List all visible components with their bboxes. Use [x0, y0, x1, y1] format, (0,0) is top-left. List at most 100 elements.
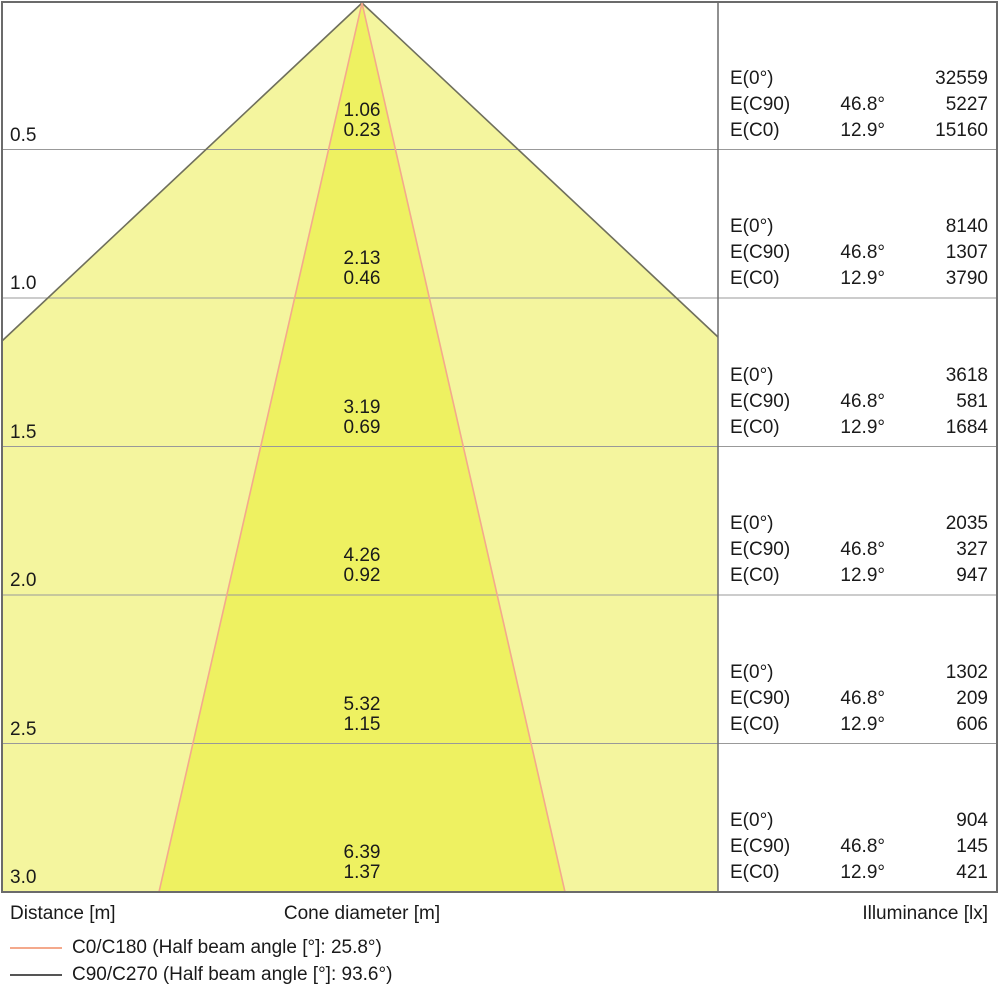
e0-label: E(0°): [730, 216, 774, 237]
distance-row-0-5m: 0.5 1.06 0.23 E(0°) E(C90) E(C0) 46.8° 1…: [0, 2, 1000, 150]
cone-diameter-c90: 3.19: [343, 396, 381, 418]
cone-c0-c180-fill: [159, 3, 565, 892]
distance-row-1-0m: 1.0 2.13 0.46 E(0°) E(C90) E(C0) 46.8° 1…: [0, 150, 1000, 298]
distance-tick-label: 0.5: [10, 124, 37, 146]
e0-label: E(0°): [730, 513, 774, 534]
axis-captions: Distance [m] Cone diameter [m] Illuminan…: [0, 903, 1000, 927]
ec90-label: E(C90): [730, 687, 791, 709]
cone-diameter-c90: 6.39: [343, 842, 381, 863]
illuminance-labels: E(0°) E(C90) E(C0): [730, 363, 830, 441]
legend-item-c90-c270: C90/C270 (Half beam angle [°]: 93.6°): [0, 961, 1000, 988]
illuminance-axis-label: Illuminance [lx]: [862, 903, 988, 924]
cone-diameter-values: 5.32 1.15: [262, 693, 462, 735]
ec0-label: E(C0): [730, 565, 780, 586]
cone-diameter-c90: 1.06: [343, 99, 381, 121]
ec90-label: E(C90): [730, 836, 791, 857]
ec0-label: E(C0): [730, 416, 780, 438]
c0-angle: 12.9°: [840, 713, 885, 735]
cone-diameter-c0: 1.37: [343, 862, 381, 883]
legend-label-c90-c270: C90/C270 (Half beam angle [°]: 93.6°): [72, 964, 393, 985]
distance-tick-label: 2.0: [10, 570, 37, 591]
legend-label-c0-c180: C0/C180 (Half beam angle [°]: 25.8°): [72, 937, 382, 958]
distance-row-3-0m: 3.0 6.39 1.37 E(0°) E(C90) E(C0) 46.8° 1…: [0, 744, 1000, 892]
e0-value: 3618: [945, 364, 988, 386]
cone-diameter-c90: 2.13: [343, 248, 381, 269]
cone-diameter-c0: 0.92: [343, 565, 381, 586]
cone-diameter-c90: 5.32: [343, 693, 381, 715]
c0-c180-line-swatch: [10, 947, 62, 949]
ec90-value: 209: [956, 687, 988, 709]
ec0-value: 15160: [935, 119, 988, 141]
illuminance-values: 32559 5227 15160: [863, 66, 988, 144]
c90-left-edge: [1, 2, 363, 342]
cone-diameter-c0: 0.23: [343, 119, 381, 141]
cone-c0-c180-edges: [158, 2, 566, 893]
distance-tick-label: 1.5: [10, 421, 37, 443]
distance-row-1-5m: 1.5 3.19 0.69 E(0°) E(C90) E(C0) 46.8° 1…: [0, 299, 1000, 447]
cone-diameter-values: 6.39 1.37: [262, 843, 462, 883]
illuminance-values: 8140 1307 3790: [863, 214, 988, 292]
distance-tick-label: 2.5: [10, 718, 37, 740]
c90-right-edge: [361, 2, 719, 338]
cone-diameter-c90: 4.26: [343, 545, 381, 566]
e0-value: 2035: [945, 513, 988, 534]
e0-value: 32559: [935, 67, 988, 89]
illuminance-values: 1302 209 606: [863, 660, 988, 738]
cone-c90-c270-edges: [1, 2, 719, 342]
distance-gridlines: [3, 149, 996, 744]
distance-row-2-0m: 2.0 4.26 0.92 E(0°) E(C90) E(C0) 46.8° 1…: [0, 447, 1000, 595]
cone-diameter-c0: 0.69: [343, 416, 381, 438]
c0-angle: 12.9°: [840, 416, 885, 438]
cone-diameter-values: 3.19 0.69: [262, 396, 462, 438]
ec90-value: 581: [956, 390, 988, 412]
illuminance-labels: E(0°) E(C90) E(C0): [730, 214, 830, 292]
distance-tick-label: 1.0: [10, 273, 37, 294]
ec0-label: E(C0): [730, 862, 780, 883]
illuminance-angles: 46.8° 12.9°: [795, 511, 885, 589]
c0-angle: 12.9°: [840, 565, 885, 586]
e0-value: 1302: [945, 661, 988, 683]
c90-angle: 46.8°: [840, 390, 885, 412]
cone-diameter-axis-label: Cone diameter [m]: [283, 903, 441, 924]
c90-angle: 46.8°: [840, 539, 885, 560]
illuminance-values: 3618 581 1684: [863, 363, 988, 441]
illuminance-angles: 46.8° 12.9°: [795, 808, 885, 886]
illuminance-labels: E(0°) E(C90) E(C0): [730, 660, 830, 738]
cone-diameter-c0: 1.15: [343, 713, 381, 735]
illuminance-angles: 46.8° 12.9°: [795, 214, 885, 292]
c0-angle: 12.9°: [840, 268, 885, 289]
ec90-value: 1307: [945, 242, 988, 263]
c0-left-edge: [158, 2, 363, 893]
c0-angle: 12.9°: [840, 862, 885, 883]
ec0-value: 421: [956, 862, 988, 883]
ec90-label: E(C90): [730, 539, 791, 560]
ec0-label: E(C0): [730, 713, 780, 735]
c0-right-edge: [361, 2, 566, 893]
c90-angle: 46.8°: [840, 687, 885, 709]
chart-border: [1, 1, 998, 893]
ec0-value: 1684: [945, 416, 988, 438]
illuminance-labels: E(0°) E(C90) E(C0): [730, 808, 830, 886]
illuminance-labels: E(0°) E(C90) E(C0): [730, 66, 830, 144]
ec90-label: E(C90): [730, 93, 791, 115]
ec0-label: E(C0): [730, 268, 780, 289]
c90-c270-line-swatch: [10, 974, 62, 976]
c90-angle: 46.8°: [840, 836, 885, 857]
distance-axis-label: Distance [m]: [10, 903, 116, 924]
illuminance-angles: 46.8° 12.9°: [795, 363, 885, 441]
e0-label: E(0°): [730, 364, 774, 386]
cone-diameter-c0: 0.46: [343, 268, 381, 289]
e0-label: E(0°): [730, 661, 774, 683]
ec90-label: E(C90): [730, 390, 791, 412]
e0-label: E(0°): [730, 810, 774, 831]
cone-diameter-values: 2.13 0.46: [262, 249, 462, 289]
illuminance-angles: 46.8° 12.9°: [795, 66, 885, 144]
ec0-label: E(C0): [730, 119, 780, 141]
ec0-value: 606: [956, 713, 988, 735]
cone-diameter-values: 1.06 0.23: [262, 99, 462, 141]
illuminance-values: 2035 327 947: [863, 511, 988, 589]
c0-angle: 12.9°: [840, 119, 885, 141]
legend-item-c0-c180: C0/C180 (Half beam angle [°]: 25.8°): [0, 934, 1000, 961]
